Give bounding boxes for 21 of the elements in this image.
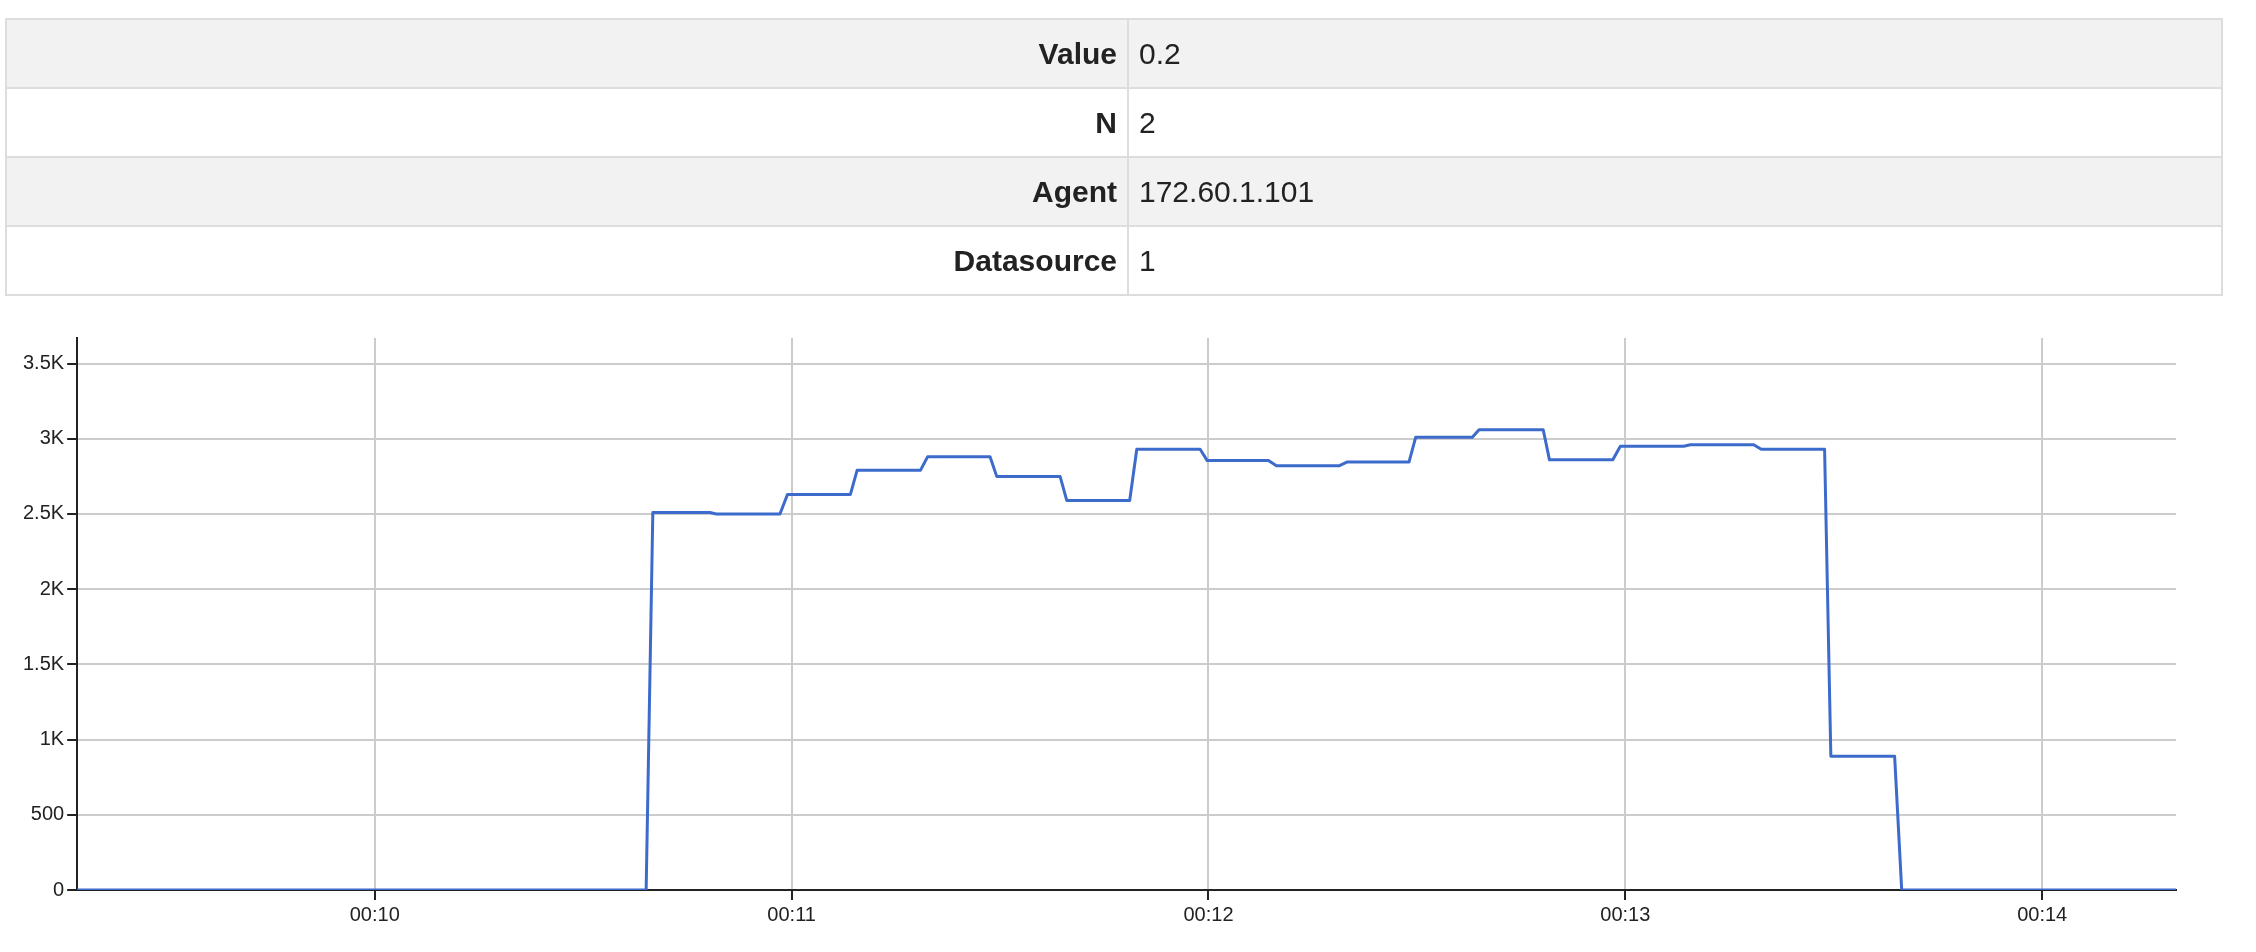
y-tick-label: 500 [30, 802, 65, 825]
text: 1 [1139, 243, 1156, 277]
category-label: N [6, 88, 1128, 157]
x-tick-label: 00:12 [1183, 902, 1234, 925]
y-tick-label: 3K [39, 426, 65, 449]
text: 0.2 [1139, 36, 1181, 70]
category-label: Agent [6, 157, 1128, 226]
y-tick-label: 3.5K [22, 351, 65, 374]
text: 2 [1139, 105, 1156, 139]
category-label: Value [6, 19, 1128, 88]
x-tick-label: 00:11 [767, 902, 816, 925]
y-tick-label: 2.5K [22, 501, 65, 524]
x-tick-label: 00:13 [1600, 902, 1651, 925]
y-tick-label: 0 [53, 877, 65, 900]
x-tick-label: 00:10 [349, 902, 400, 925]
y-tick-label: 2K [39, 576, 65, 599]
x-tick-label: 00:14 [2017, 902, 2068, 925]
category-label: Datasource [6, 226, 1128, 295]
y-tick-label: 1K [39, 727, 65, 750]
y-tick-label: 1.5K [22, 651, 65, 674]
text: 172.60.1.101 [1139, 174, 1315, 208]
